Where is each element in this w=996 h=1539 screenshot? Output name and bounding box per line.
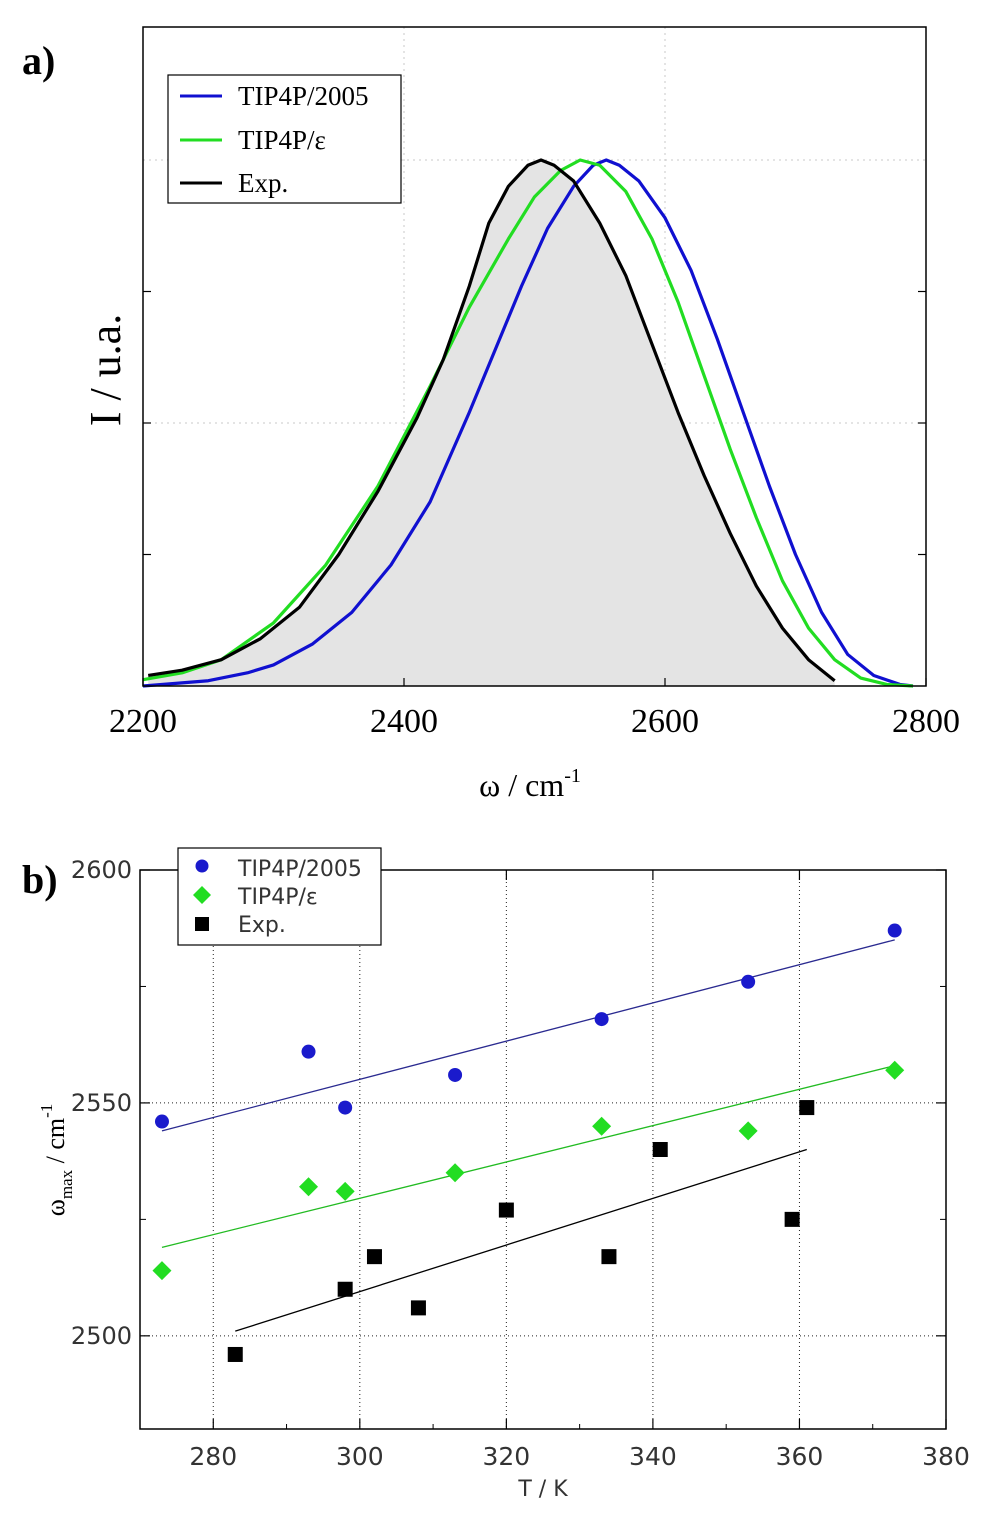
panel-a-lines	[142, 158, 914, 688]
panel-a-x-tick-label-2800: 2800	[892, 703, 960, 740]
panel-a-y-axis-label: I / u.a.	[81, 314, 130, 426]
panel-a: a) 2200 2400 2600 2800 I / u.a. ω / cm-1 TI…	[22, 26, 960, 803]
panel-b-point-exp-3	[410, 1300, 426, 1316]
panel-b-points	[152, 923, 905, 1362]
panel-b-x-axis-label: T / K	[517, 1477, 568, 1502]
panel-b-legend-marker-tip4p2005	[195, 859, 209, 873]
panel-b-x-tick-label-280: 280	[189, 1442, 237, 1471]
panel-a-legend: TIP4P/2005 TIP4P/ε Exp.	[167, 74, 402, 204]
panel-b-legend-label-tip4p2005: TIP4P/2005	[237, 857, 362, 882]
panel-b-point-tip4p2005-3	[448, 1067, 463, 1082]
panel-b-frame	[139, 869, 947, 1430]
panel-b-y-axis-label-sub: max	[57, 1169, 76, 1199]
panel-b-point-tip4p2005-6	[887, 923, 902, 938]
panel-b-y-axis-label: ωmax / cm-1	[37, 1104, 76, 1217]
panel-a-label: a)	[22, 38, 55, 83]
panel-a-line-tip4peps	[142, 158, 914, 688]
panel-b-point-tip4p2005-4	[594, 1012, 609, 1027]
panel-b-point-tip4peps-2	[335, 1181, 355, 1201]
panel-a-area	[148, 160, 835, 686]
panel-b-x-tick-label-340: 340	[629, 1442, 677, 1471]
panel-a-exp-area	[148, 160, 835, 686]
panel-a-line-exp	[147, 158, 836, 682]
panel-b-legend-marker-tip4peps	[193, 886, 211, 904]
panel-b-y-tick-label-2600: 2600	[71, 856, 132, 884]
panel-a-legend-label-tip4peps: TIP4P/ε	[238, 125, 326, 155]
panel-a-legend-label-tip4p2005: TIP4P/2005	[238, 81, 369, 111]
panel-b-legend-label-exp: Exp.	[238, 913, 286, 938]
panel-b-point-exp-4	[498, 1202, 514, 1218]
panel-a-legend-label-exp: Exp.	[238, 168, 288, 198]
panel-b-point-tip4peps-0	[152, 1261, 172, 1281]
panel-a-x-tick-label-2600: 2600	[631, 703, 699, 740]
panel-b-point-tip4peps-3	[445, 1163, 465, 1183]
panel-b-point-tip4p2005-0	[154, 1114, 169, 1129]
panel-b-y-axis-label-sup: -1	[37, 1104, 56, 1118]
panel-b-label: b)	[22, 857, 58, 902]
panel-b-fits	[161, 939, 895, 1332]
panel-b-legend-label-tip4peps: TIP4P/ε	[237, 885, 318, 910]
panel-b-point-tip4peps-1	[299, 1177, 319, 1197]
panel-b-point-tip4p2005-2	[338, 1100, 353, 1115]
panel-a-x-axis-label-main: ω / cm	[479, 767, 564, 803]
panel-b-point-tip4peps-6	[885, 1060, 905, 1080]
panel-b-y-tick-label-2550: 2550	[71, 1089, 132, 1117]
panel-b-y-axis-label-main: ω	[41, 1199, 70, 1216]
panel-b-legend-box	[177, 847, 382, 946]
panel-b-x-tick-label-360: 360	[776, 1442, 824, 1471]
panel-a-x-axis-label-sup: -1	[564, 765, 581, 787]
panel-b-legend-marker-exp	[195, 917, 209, 931]
panel-b-y-axis-label-rest: / cm	[41, 1118, 70, 1170]
panel-b-point-exp-2	[366, 1249, 382, 1265]
panel-b-point-exp-7	[784, 1211, 800, 1227]
panel-b-fit-tip4p2005	[161, 939, 895, 1132]
panel-b-y-tick-label-2500: 2500	[71, 1322, 132, 1350]
panel-a-ticks: 2200 2400 2600 2800	[109, 290, 960, 740]
panel-b-point-exp-5	[601, 1249, 617, 1265]
panel-b-x-tick-label-380: 380	[922, 1442, 970, 1471]
panel-b-x-tick-label-320: 320	[483, 1442, 531, 1471]
panel-b-point-tip4p2005-5	[741, 974, 756, 989]
panel-b-point-exp-6	[652, 1142, 668, 1157]
panel-b-grid	[140, 870, 946, 1429]
panel-b-legend: TIP4P/2005 TIP4P/ε Exp.	[177, 847, 382, 946]
panel-a-x-tick-label-2400: 2400	[370, 703, 438, 740]
panel-b-point-tip4peps-4	[592, 1116, 612, 1136]
panel-b-point-exp-0	[227, 1346, 243, 1362]
panel-a-x-axis-label: ω / cm-1	[479, 765, 581, 803]
panel-b-point-exp-8	[799, 1100, 815, 1116]
panel-b-fit-exp	[235, 1148, 807, 1332]
panel-b-point-tip4peps-5	[738, 1121, 758, 1141]
panel-a-x-tick-label-2200: 2200	[109, 703, 177, 740]
panel-b: b) 280 300 320 340 360 380 2500 2550 2600 ωmax /…	[22, 847, 970, 1502]
panel-a-line-tip4p2005	[142, 158, 914, 688]
panel-b-point-tip4p2005-1	[301, 1044, 316, 1059]
panel-b-point-exp-1	[337, 1281, 353, 1297]
panel-b-fit-tip4peps	[161, 1065, 895, 1248]
panel-b-ticks: 280 300 320 340 360 380 2500 2550 2600	[71, 856, 970, 1471]
panel-a-frame	[142, 26, 927, 687]
panel-b-x-tick-label-300: 300	[336, 1442, 384, 1471]
